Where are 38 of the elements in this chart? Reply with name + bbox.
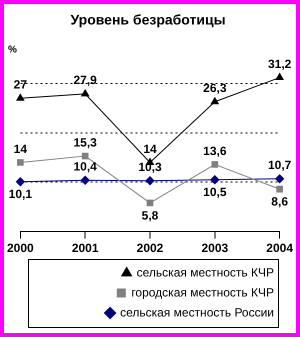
point — [82, 152, 89, 160]
data-label: 14 — [14, 142, 28, 156]
point — [16, 94, 24, 101]
point — [17, 159, 24, 166]
data-label: 10,7 — [268, 158, 292, 172]
data-label: 13,6 — [203, 144, 227, 158]
point — [146, 176, 154, 186]
point — [146, 200, 154, 206]
data-label: 10,5 — [203, 185, 227, 200]
x-tick-label: 2002 — [136, 241, 164, 256]
x-tick-label: 2000 — [6, 241, 34, 256]
point — [276, 186, 283, 192]
legend-label: сельская местность России — [120, 305, 274, 320]
point — [210, 175, 220, 184]
data-label: 10,1 — [8, 187, 32, 202]
point — [212, 161, 218, 168]
data-label: 31,2 — [268, 56, 292, 71]
data-label: 14 — [143, 142, 157, 156]
legend-label: городская местность КЧР — [131, 285, 274, 300]
data-label: 8,6 — [271, 194, 288, 208]
x-tick-label: 2001 — [72, 241, 99, 256]
legend-label: сельская местность КЧР — [136, 265, 274, 280]
data-label: 27,9 — [73, 73, 98, 88]
point — [81, 89, 90, 96]
x-tick-label: 2004 — [266, 241, 294, 256]
data-label: 26,3 — [203, 81, 227, 96]
data-label: 5,8 — [142, 208, 159, 222]
point — [16, 177, 25, 186]
point — [210, 97, 219, 104]
data-label: 27 — [14, 78, 28, 92]
data-label: 15,3 — [73, 135, 98, 150]
chart-title: Уровень безработицы — [70, 11, 226, 28]
point — [276, 73, 284, 80]
point — [80, 176, 90, 185]
data-label: 10,4 — [73, 160, 98, 174]
y-axis-title: % — [8, 44, 17, 56]
x-tick-label: 2003 — [201, 241, 228, 256]
point — [275, 174, 284, 184]
